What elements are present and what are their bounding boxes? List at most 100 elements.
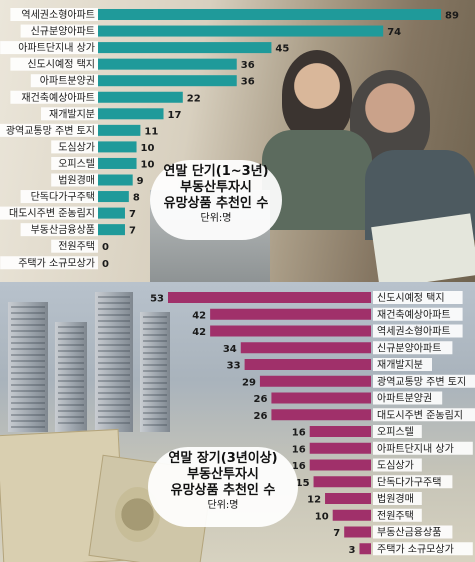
short-term-label-box (20, 223, 99, 237)
long-term-label-box (373, 525, 453, 539)
short-term-value-label: 89 (445, 11, 459, 22)
short-term-bar (98, 75, 237, 87)
long-term-label-box (373, 307, 463, 321)
long-term-value-label: 42 (192, 327, 206, 338)
short-term-category-label: 재건축예상아파트 (21, 92, 95, 104)
short-term-value-label: 36 (241, 60, 255, 71)
long-term-bar (309, 426, 371, 437)
short-term-value-label: 36 (241, 77, 255, 88)
short-term-value-label: 10 (141, 159, 155, 170)
short-term-label-box (0, 256, 99, 270)
long-term-bar (210, 325, 371, 337)
long-term-value-label: 3 (349, 545, 356, 556)
long-term-category-label: 아파트분양권 (377, 393, 432, 405)
short-term-label-box (51, 140, 98, 154)
long-term-label-box (373, 458, 422, 472)
short-term-label-box (51, 173, 98, 187)
long-term-bar (325, 493, 371, 504)
long-term-panel: 53 신도시예정 택지 42 재건축예상아파트 42 역세권소형아파트 34 신규분양아파트 3… (0, 282, 475, 562)
short-term-value-label: 11 (144, 126, 158, 137)
short-term-label-box (30, 74, 98, 88)
short-term-bar (98, 174, 133, 186)
long-term-bar (332, 509, 371, 521)
long-term-bar (259, 375, 371, 387)
long-term-value-label: 33 (227, 361, 241, 372)
short-term-unit: 단위:명 (200, 213, 232, 224)
long-term-bar (313, 476, 371, 488)
short-term-category-label: 아파트단지내 상가 (18, 42, 95, 54)
short-term-category-label: 신도시예정 택지 (27, 59, 95, 71)
short-term-category-label: 재개발지분 (49, 108, 95, 120)
short-term-bar (98, 108, 164, 120)
long-term-label-box (373, 391, 443, 405)
long-term-bar (271, 392, 371, 404)
long-term-value-label: 16 (292, 444, 306, 455)
long-term-bar (168, 292, 371, 303)
short-term-value-label: 45 (275, 44, 289, 55)
long-term-title-line-1: 연말 장기(3년이상) (168, 451, 278, 466)
long-term-bar-chart: 53 신도시예정 택지 42 재건축예상아파트 42 역세권소형아파트 34 신규분양아파트 3… (150, 291, 475, 556)
short-term-label-box (10, 90, 98, 104)
long-term-value-label: 29 (242, 377, 256, 388)
short-term-category-label: 부동산금융상품 (31, 224, 95, 236)
short-term-panel: 역세권소형아파트 89 신규분양아파트 74 아파트단지내 상가 45 신도시예정 택지 36… (0, 0, 475, 282)
long-term-value-label: 26 (253, 394, 267, 405)
short-term-label-box (10, 8, 98, 21)
long-term-value-label: 53 (150, 294, 164, 305)
long-term-value-label: 42 (192, 310, 206, 321)
long-term-value-label: 12 (307, 495, 321, 506)
long-term-value-label: 16 (292, 428, 306, 439)
long-term-label-box (373, 408, 475, 422)
short-term-title-line-1: 연말 단기(1~3년) (163, 164, 269, 179)
long-term-value-label: 15 (296, 478, 310, 489)
short-term-label-box (0, 123, 98, 137)
short-term-bar (98, 42, 272, 54)
long-term-label-box (373, 341, 453, 355)
long-term-bar (309, 442, 371, 454)
short-term-category-label: 단독다가구주택 (31, 191, 95, 203)
long-term-value-label: 10 (315, 511, 329, 522)
long-term-label-box (373, 508, 422, 522)
long-term-value-label: 7 (333, 528, 340, 539)
long-term-category-label: 신도시예정 택지 (377, 292, 445, 304)
long-term-category-label: 오피스텔 (377, 426, 414, 438)
short-term-bar (98, 9, 441, 20)
short-term-bar (98, 58, 237, 70)
short-term-value-label: 7 (129, 209, 136, 220)
short-term-value-label: 9 (137, 176, 144, 187)
short-term-category-label: 오피스텔 (58, 158, 95, 170)
short-term-label-box (20, 190, 99, 204)
long-term-category-label: 아파트단지내 상가 (377, 443, 454, 455)
long-term-label-box (373, 425, 422, 438)
long-term-label-box (373, 374, 475, 388)
short-term-category-label: 전원주택 (58, 241, 95, 253)
short-term-category-label: 대도시주변 준농림지 (9, 208, 95, 220)
long-term-category-label: 역세권소형아파트 (377, 326, 451, 338)
short-term-bar (98, 124, 141, 136)
long-term-category-label: 부동산금융상품 (377, 527, 441, 539)
long-term-value-label: 26 (253, 411, 267, 422)
long-term-title-line-2: 부동산투자시 (187, 467, 259, 482)
short-term-category-label: 아파트분양권 (40, 75, 95, 87)
short-term-label-box (0, 206, 98, 220)
long-term-category-label: 대도시주변 준농림지 (377, 409, 463, 421)
long-term-bar (309, 459, 371, 471)
short-term-label-box (41, 107, 98, 121)
short-term-category-label: 도심상가 (58, 141, 95, 153)
short-term-value-label: 10 (141, 143, 155, 154)
photo-tower-1 (8, 302, 48, 432)
long-term-label-box (373, 475, 453, 489)
short-term-bar (98, 157, 137, 169)
short-term-value-label: 7 (129, 226, 136, 237)
photo-body-left (262, 130, 372, 230)
long-term-label-box (373, 492, 422, 505)
long-term-unit: 단위:명 (207, 500, 239, 511)
short-term-bar (98, 191, 129, 203)
long-term-category-label: 주택가 소규모상가 (377, 543, 454, 555)
short-term-bar (98, 91, 183, 103)
long-term-value-label: 16 (292, 461, 306, 472)
photo-tower-2 (55, 322, 87, 432)
photo-person-left (282, 50, 352, 140)
long-term-bar (344, 526, 371, 538)
